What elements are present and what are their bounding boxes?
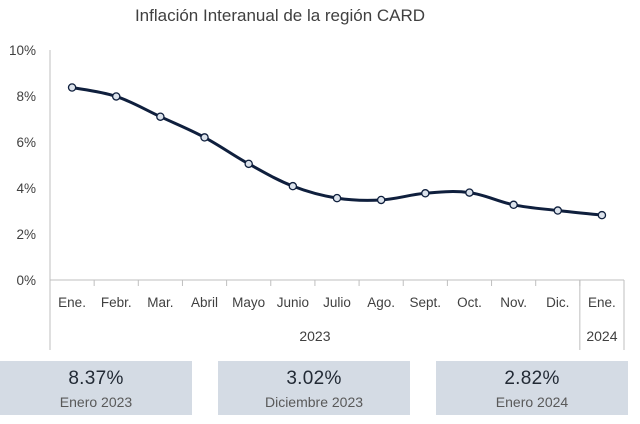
card-label: Diciembre 2023 <box>264 394 364 410</box>
y-tick-label: 4% <box>16 181 36 196</box>
data-point <box>288 181 298 191</box>
y-tick-label: 0% <box>16 273 36 288</box>
card-value: 2.82% <box>504 368 560 389</box>
data-point <box>597 210 607 220</box>
y-tick-label: 6% <box>16 135 36 150</box>
x-axis-ticks: Ene. Febr. Mar. Abril Mayo Junio Julio Ago. Sept… <box>58 295 618 344</box>
data-point <box>553 206 563 215</box>
data-point <box>332 193 342 203</box>
data-point <box>421 189 430 198</box>
x-tick-label: Nov. <box>500 295 527 310</box>
axes <box>49 50 625 350</box>
card-value: 3.02% <box>286 368 342 389</box>
data-point <box>244 159 253 169</box>
card-label: Enero 2024 <box>495 394 569 410</box>
year-label: 2023 <box>299 328 330 344</box>
data-point <box>200 133 209 142</box>
line-chart: 0% 2% 4% 6% 8% 10% Ene. Febr. Mar. Abril Mayo Juni… <box>9 43 625 350</box>
data-point <box>67 83 77 92</box>
x-tick-label: Ago. <box>367 295 395 310</box>
y-axis-ticks: 0% 2% 4% 6% 8% 10% <box>9 43 36 288</box>
chart-title: Inflación Interanual de la región CARD <box>134 6 426 25</box>
x-tick-label: Abril <box>191 295 218 310</box>
x-tick-label: Junio <box>277 295 309 310</box>
series-markers <box>67 83 607 220</box>
data-point <box>376 195 386 205</box>
y-tick-label: 8% <box>16 89 36 104</box>
x-tick-label: Ene. <box>58 295 86 310</box>
x-tick-label: Dic. <box>546 295 569 310</box>
x-tick-label: Oct. <box>457 295 482 310</box>
x-tick-label: Febr. <box>101 295 132 310</box>
summary-card-enero-2024: 2.82% Enero 2024 <box>436 361 628 415</box>
data-point <box>111 92 121 101</box>
year-label: 2024 <box>586 328 617 344</box>
data-point <box>465 188 474 197</box>
y-tick-label: 2% <box>16 227 36 242</box>
data-point <box>156 112 165 121</box>
x-tick-label: Julio <box>323 295 351 310</box>
y-tick-label: 10% <box>9 43 36 58</box>
card-label: Enero 2023 <box>59 394 133 410</box>
summary-card-enero-2023: 8.37% Enero 2023 <box>0 361 192 415</box>
x-tick-label: Sept. <box>410 295 442 310</box>
summary-card-diciembre-2023: 3.02% Diciembre 2023 <box>218 361 410 415</box>
card-value: 8.37% <box>68 368 124 389</box>
x-tick-label: Mar. <box>147 295 173 310</box>
x-tick-label: Mayo <box>232 295 265 310</box>
x-tick-label: Ene. <box>588 295 616 310</box>
data-point <box>509 200 518 210</box>
